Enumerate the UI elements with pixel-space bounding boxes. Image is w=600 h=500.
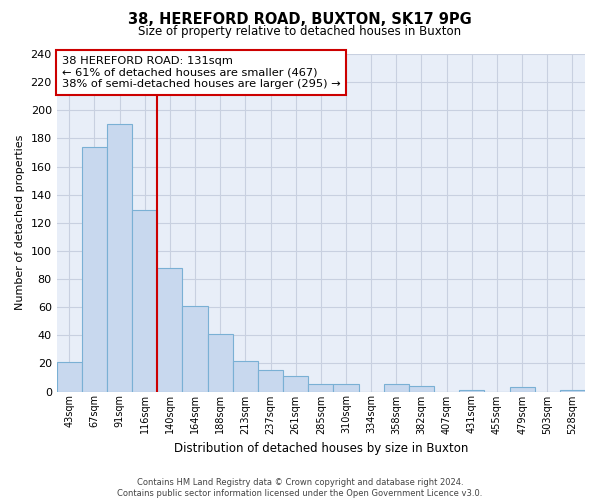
Text: Contains HM Land Registry data © Crown copyright and database right 2024.
Contai: Contains HM Land Registry data © Crown c… (118, 478, 482, 498)
Bar (56, 362, 82, 392)
Text: 38, HEREFORD ROAD, BUXTON, SK17 9PG: 38, HEREFORD ROAD, BUXTON, SK17 9PG (128, 12, 472, 28)
Text: 38 HEREFORD ROAD: 131sqm
← 61% of detached houses are smaller (467)
38% of semi-: 38 HEREFORD ROAD: 131sqm ← 61% of detach… (62, 56, 341, 89)
Bar (132, 210, 157, 392)
Text: Size of property relative to detached houses in Buxton: Size of property relative to detached ho… (139, 25, 461, 38)
Bar (182, 306, 208, 392)
Y-axis label: Number of detached properties: Number of detached properties (15, 135, 25, 310)
Bar (409, 386, 434, 392)
Bar (208, 334, 233, 392)
Bar (308, 384, 334, 392)
Bar (157, 268, 182, 392)
Bar (233, 360, 258, 392)
Bar (107, 124, 132, 392)
X-axis label: Distribution of detached houses by size in Buxton: Distribution of detached houses by size … (173, 442, 468, 455)
Bar (459, 390, 484, 392)
Bar (283, 376, 308, 392)
Bar (560, 390, 585, 392)
Bar (509, 388, 535, 392)
Bar (334, 384, 359, 392)
Bar (258, 370, 283, 392)
Bar (82, 147, 107, 392)
Bar (384, 384, 409, 392)
